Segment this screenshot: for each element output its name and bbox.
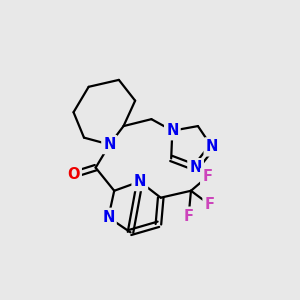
Text: N: N [166, 123, 178, 138]
Text: N: N [103, 137, 116, 152]
Text: F: F [184, 209, 194, 224]
Text: O: O [67, 167, 80, 182]
Text: N: N [206, 140, 218, 154]
Text: N: N [134, 174, 146, 189]
Text: N: N [189, 160, 202, 175]
Text: N: N [102, 210, 115, 225]
Text: F: F [205, 197, 214, 212]
Text: F: F [202, 169, 212, 184]
